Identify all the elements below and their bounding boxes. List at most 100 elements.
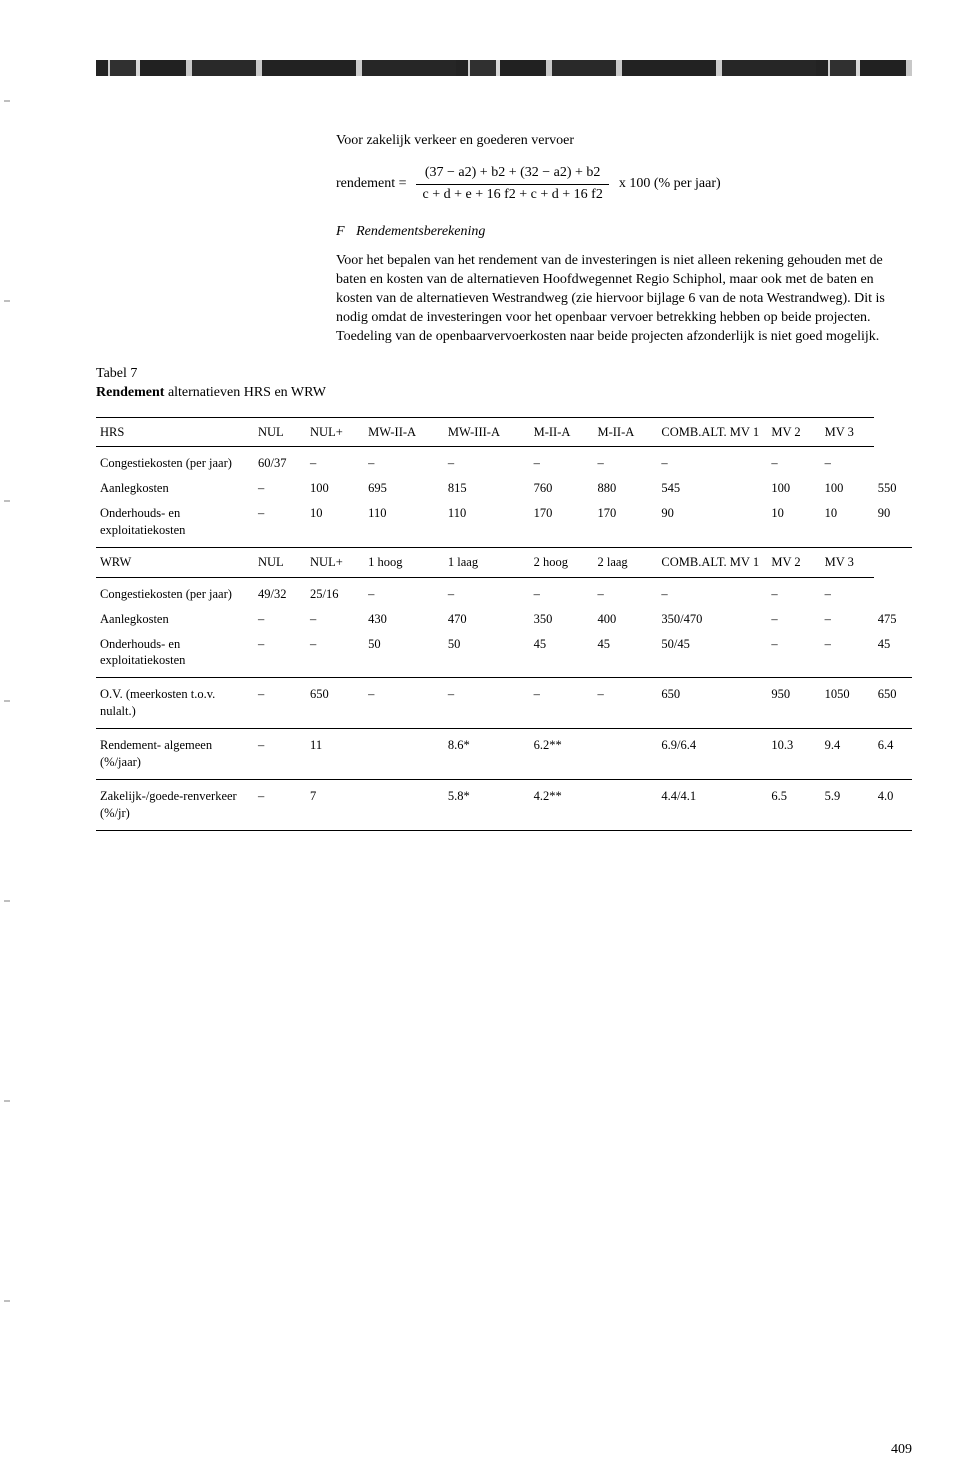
table-cell: 4.4/4.1 <box>657 779 767 830</box>
table-cell: – <box>530 678 594 729</box>
table-cell: 550 <box>874 476 912 501</box>
section-heading: F Rendementsberekening <box>336 223 912 242</box>
table-cell: 4.0 <box>874 779 912 830</box>
row-label: Congestiekosten (per jaar) <box>96 447 254 476</box>
table-title-rest: alternatieven HRS en WRW <box>164 385 325 400</box>
table-cell: – <box>530 447 594 476</box>
column-header: M-II-A <box>593 417 657 447</box>
formula-fraction: (37 − a2) + b2 + (32 − a2) + b2 c + d + … <box>416 165 608 204</box>
table-cell: 90 <box>874 501 912 547</box>
formula-denominator: c + d + e + 16 f2 + c + d + 16 f2 <box>416 184 608 204</box>
table-cell: – <box>821 577 874 606</box>
table-cell: 50/45 <box>657 632 767 678</box>
table-row: Rendement- algemeen (%/jaar)–118.6*6.2**… <box>96 729 912 780</box>
wrw-header: WRWNULNUL+1 hoog1 laag2 hoog2 laagCOMB.A… <box>96 547 912 577</box>
table-cell: – <box>364 447 444 476</box>
table-cell: – <box>821 632 874 678</box>
table-cell: 475 <box>874 607 912 632</box>
table-cell: – <box>657 577 767 606</box>
table-cell: 100 <box>767 476 820 501</box>
column-header: MV 3 <box>821 417 874 447</box>
table-title: Tabel 7 Rendement alternatieven HRS en W… <box>96 365 912 403</box>
table-cell: – <box>364 577 444 606</box>
column-header: WRW <box>96 547 254 577</box>
column-header: MW-II-A <box>364 417 444 447</box>
table-cell: 650 <box>306 678 364 729</box>
table-row: Onderhouds- en exploitatiekosten–1011011… <box>96 501 912 547</box>
table-cell: – <box>530 577 594 606</box>
column-header: 1 laag <box>444 547 530 577</box>
table-cell: 100 <box>306 476 364 501</box>
table-cell: 6.9/6.4 <box>657 729 767 780</box>
table-cell: – <box>444 678 530 729</box>
table-title-bold: Rendement <box>96 385 164 400</box>
table-cell: 10 <box>767 501 820 547</box>
column-header: NUL+ <box>306 417 364 447</box>
row-label: Onderhouds- en exploitatiekosten <box>96 501 254 547</box>
table-cell: 60/37 <box>254 447 306 476</box>
table-cell: 950 <box>767 678 820 729</box>
table-cell: 760 <box>530 476 594 501</box>
section-title: Rendementsberekening <box>356 224 485 239</box>
table-cell: – <box>657 447 767 476</box>
table-cell: 11 <box>306 729 364 780</box>
column-header: NUL <box>254 547 306 577</box>
row-label: Aanlegkosten <box>96 476 254 501</box>
table-cell: – <box>593 577 657 606</box>
table-cell: – <box>767 577 820 606</box>
table-cell <box>364 729 444 780</box>
table-cell: 545 <box>657 476 767 501</box>
table-row: Aanlegkosten–100695815760880545100100550 <box>96 476 912 501</box>
column-header: COMB.ALT. MV 1 <box>657 547 767 577</box>
table-cell: 8.6* <box>444 729 530 780</box>
table-cell: 4.2** <box>530 779 594 830</box>
table-cell: 100 <box>821 476 874 501</box>
table-cell: 45 <box>530 632 594 678</box>
ov-body: O.V. (meerkosten t.o.v. nulalt.)–650––––… <box>96 678 912 729</box>
table-cell: – <box>254 678 306 729</box>
table-cell: – <box>821 607 874 632</box>
column-header: 1 hoog <box>364 547 444 577</box>
table-cell: 45 <box>874 632 912 678</box>
column-header: NUL <box>254 417 306 447</box>
formula-lhs: rendement = <box>336 175 406 194</box>
table-cell: 10 <box>821 501 874 547</box>
table-row: Congestiekosten (per jaar)60/37–––––––– <box>96 447 912 476</box>
column-header: MV 2 <box>767 417 820 447</box>
table-cell: – <box>767 632 820 678</box>
rendement-body: Rendement- algemeen (%/jaar)–118.6*6.2**… <box>96 729 912 780</box>
table-cell: 90 <box>657 501 767 547</box>
column-header: 2 hoog <box>530 547 594 577</box>
table-cell: – <box>821 447 874 476</box>
table-row: O.V. (meerkosten t.o.v. nulalt.)–650––––… <box>96 678 912 729</box>
table-cell: 6.5 <box>767 779 820 830</box>
table-cell: 50 <box>364 632 444 678</box>
table-cell: 6.4 <box>874 729 912 780</box>
table-cell: – <box>254 476 306 501</box>
table-cell: 5.9 <box>821 779 874 830</box>
row-label: Aanlegkosten <box>96 607 254 632</box>
table-cell: 350 <box>530 607 594 632</box>
table-cell: – <box>254 779 306 830</box>
table-cell: – <box>254 632 306 678</box>
table-cell: 110 <box>444 501 530 547</box>
table-cell: 10 <box>306 501 364 547</box>
table-cell: – <box>254 607 306 632</box>
row-label: Congestiekosten (per jaar) <box>96 577 254 606</box>
table-cell: 1050 <box>821 678 874 729</box>
table-cell: 9.4 <box>821 729 874 780</box>
table-cell: 815 <box>444 476 530 501</box>
table-cell: 400 <box>593 607 657 632</box>
table-cell: – <box>254 501 306 547</box>
table-cell: 50 <box>444 632 530 678</box>
table-cell: 10.3 <box>767 729 820 780</box>
formula-rhs: x 100 (% per jaar) <box>619 175 721 194</box>
column-header: MV 3 <box>821 547 874 577</box>
table-cell: – <box>444 447 530 476</box>
table-cell: – <box>593 447 657 476</box>
table-cell: 49/32 <box>254 577 306 606</box>
column-header: COMB.ALT. MV 1 <box>657 417 767 447</box>
table-row: Aanlegkosten––430470350400350/470––475 <box>96 607 912 632</box>
table-cell <box>364 779 444 830</box>
section-letter: F <box>336 224 345 239</box>
